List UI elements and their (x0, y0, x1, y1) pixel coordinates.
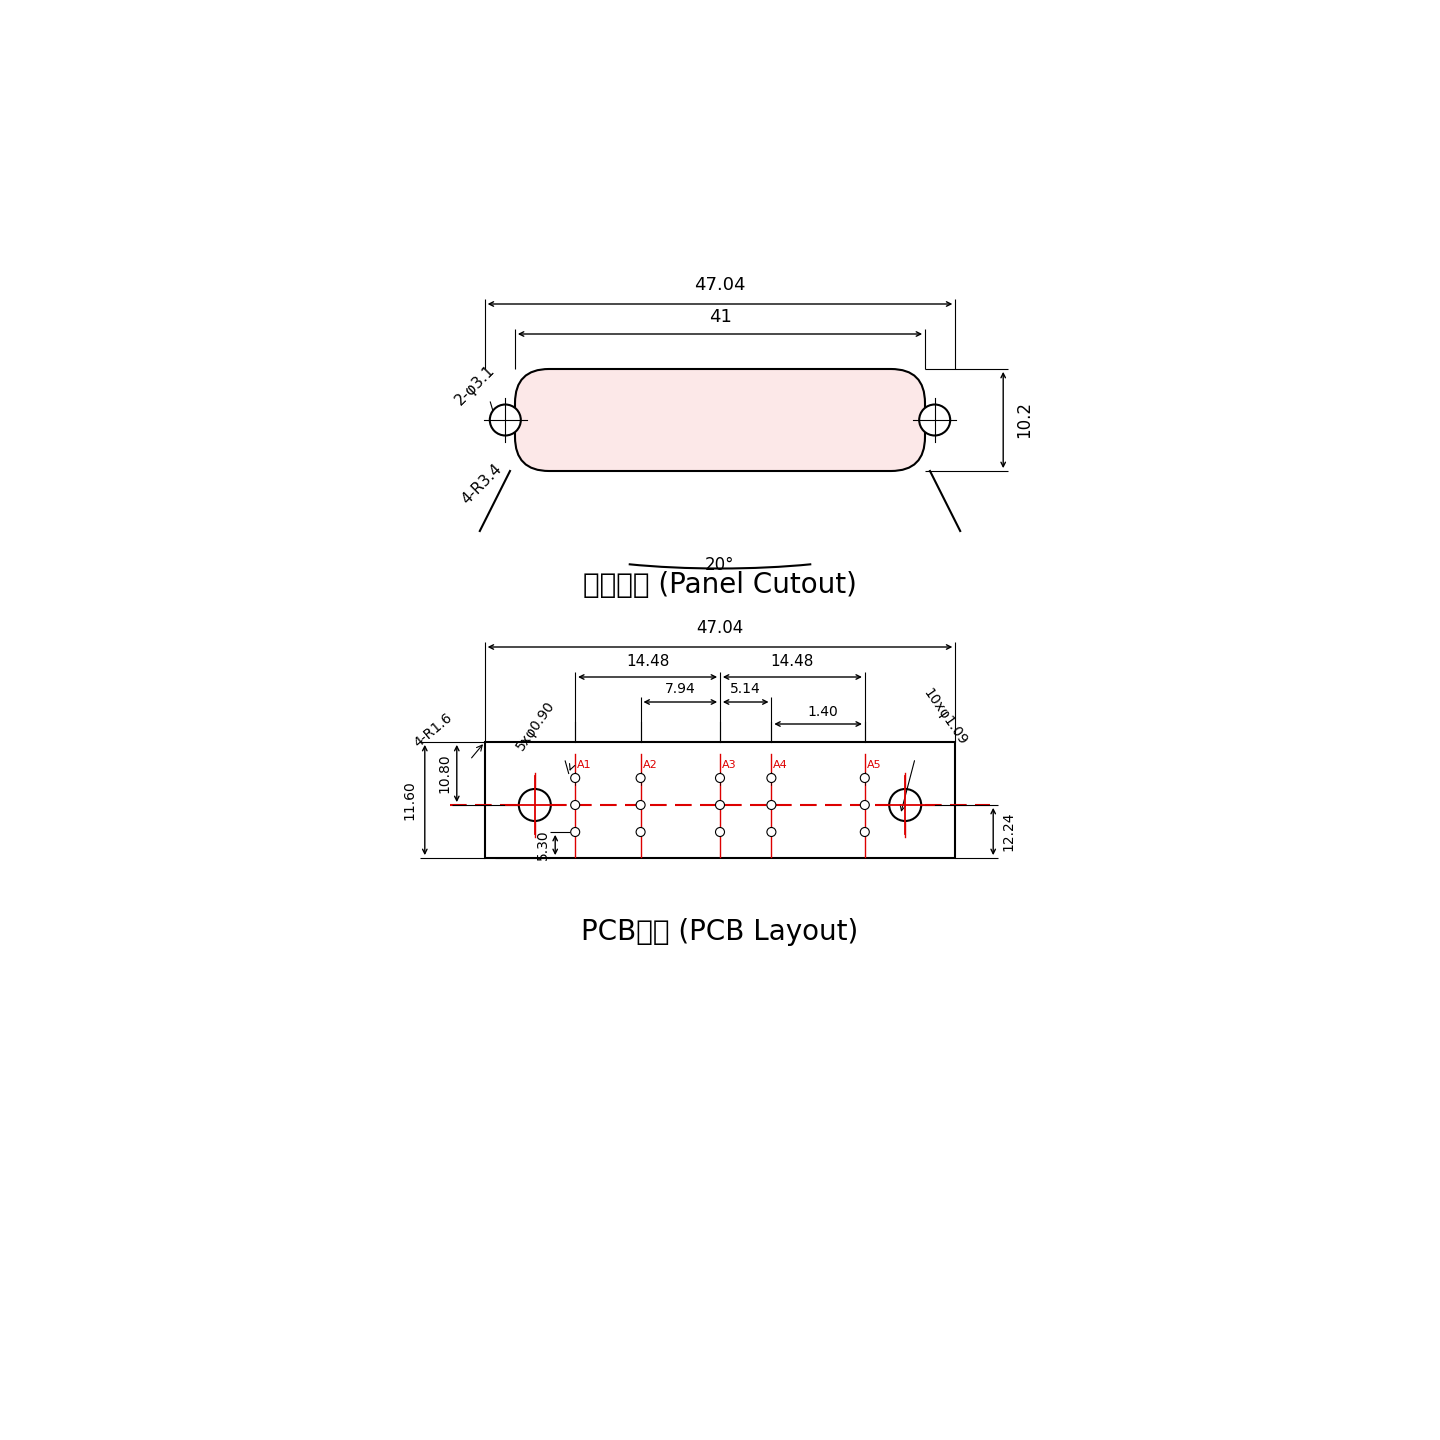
Circle shape (768, 801, 776, 809)
Text: 14.48: 14.48 (626, 654, 670, 670)
Text: 面板开孔 (Panel Cutout): 面板开孔 (Panel Cutout) (583, 572, 857, 599)
Text: 5xφ0.90: 5xφ0.90 (513, 698, 557, 753)
Circle shape (716, 828, 724, 837)
Text: A1: A1 (577, 760, 592, 770)
Circle shape (636, 801, 645, 809)
Circle shape (636, 773, 645, 782)
Text: 7.94: 7.94 (665, 683, 696, 696)
Circle shape (716, 801, 724, 809)
Circle shape (570, 773, 580, 782)
Bar (485, 742, 955, 858)
Text: 12.24: 12.24 (1001, 812, 1015, 851)
Text: 11.60: 11.60 (403, 780, 416, 819)
Text: 4-R3.4: 4-R3.4 (459, 461, 505, 507)
Circle shape (768, 828, 776, 837)
Text: Lightany: Lightany (681, 403, 858, 436)
Text: A3: A3 (721, 760, 737, 770)
Circle shape (490, 405, 521, 435)
Circle shape (919, 405, 950, 435)
Text: Lightany: Lightany (671, 783, 850, 816)
Circle shape (636, 828, 645, 837)
Text: 10.80: 10.80 (438, 753, 452, 793)
Circle shape (570, 828, 580, 837)
Text: 1.40: 1.40 (808, 706, 838, 719)
Circle shape (570, 801, 580, 809)
Text: 47.04: 47.04 (697, 619, 743, 636)
Circle shape (860, 828, 870, 837)
Text: 10xφ1.09: 10xφ1.09 (920, 685, 969, 747)
Circle shape (768, 773, 776, 782)
Text: A2: A2 (642, 760, 657, 770)
Text: 10.2: 10.2 (1015, 402, 1034, 439)
Circle shape (890, 789, 922, 821)
Text: A4: A4 (773, 760, 788, 770)
Text: A5: A5 (867, 760, 881, 770)
Text: 41: 41 (708, 308, 732, 325)
Text: 5.30: 5.30 (536, 829, 550, 860)
Text: 47.04: 47.04 (694, 276, 746, 294)
FancyBboxPatch shape (516, 369, 924, 471)
Circle shape (716, 773, 724, 782)
Text: 20°: 20° (706, 556, 734, 575)
Circle shape (518, 789, 550, 821)
Text: 4-R1.6: 4-R1.6 (410, 710, 455, 750)
Text: 14.48: 14.48 (770, 654, 814, 670)
Text: 2-φ3.1: 2-φ3.1 (452, 363, 498, 408)
Text: 5.14: 5.14 (730, 683, 762, 696)
Text: PCB布局 (PCB Layout): PCB布局 (PCB Layout) (582, 919, 858, 946)
Circle shape (860, 801, 870, 809)
Circle shape (860, 773, 870, 782)
